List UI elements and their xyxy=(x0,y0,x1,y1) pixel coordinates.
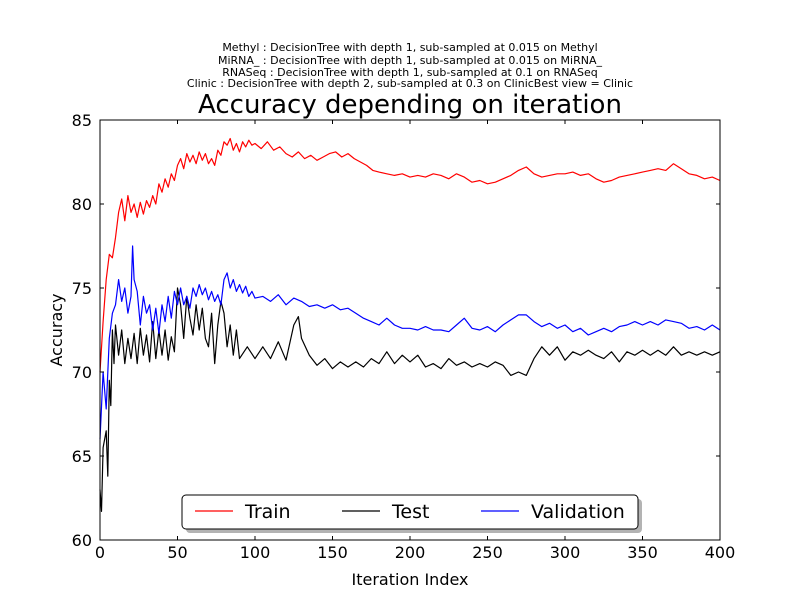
series-line-test xyxy=(99,287,721,512)
caption-block: Methyl : DecisionTree with depth 1, sub-… xyxy=(187,41,633,90)
x-tick-label: 400 xyxy=(705,543,736,562)
x-tick-label: 0 xyxy=(95,543,105,562)
y-tick-label: 80 xyxy=(72,195,92,214)
y-tick-label: 60 xyxy=(72,531,92,550)
x-tick-label: 150 xyxy=(317,543,348,562)
series-line-train xyxy=(99,137,721,373)
caption-mirna: MiRNA_ : DecisionTree with depth 1, sub-… xyxy=(218,54,603,67)
x-tick-label: 100 xyxy=(240,543,271,562)
y-tick-label: 85 xyxy=(72,111,92,130)
x-tick-label: 300 xyxy=(550,543,581,562)
legend-validation-label: Validation xyxy=(531,501,625,523)
x-tick-label: 50 xyxy=(167,543,187,562)
x-tick-label: 250 xyxy=(472,543,503,562)
axis-ticks: 0 50 100 150 200 250 300 350 400 60 65 70 75 80 85 xyxy=(72,111,736,562)
y-tick-label: 75 xyxy=(72,279,92,298)
x-tick-label: 350 xyxy=(627,543,658,562)
y-tick-label: 70 xyxy=(72,363,92,382)
series-line-validation xyxy=(99,245,721,440)
series-lines xyxy=(99,137,721,512)
x-tick-label: 200 xyxy=(395,543,426,562)
plot-frame xyxy=(99,119,721,541)
legend: Train Test Validation xyxy=(181,494,642,533)
chart-title: Accuracy depending on iteration xyxy=(198,90,622,120)
caption-methyl: Methyl : DecisionTree with depth 1, sub-… xyxy=(222,41,597,54)
caption-rnaseq: RNASeq : DecisionTree with depth 1, sub-… xyxy=(222,66,597,79)
legend-test-label: Test xyxy=(391,501,429,523)
caption-clinic: Clinic : DecisionTree with depth 2, sub-… xyxy=(187,77,633,90)
x-axis-label: Iteration Index xyxy=(352,570,469,589)
legend-box xyxy=(181,494,639,530)
y-tick-label: 65 xyxy=(72,447,92,466)
y-axis-label: Accuracy xyxy=(47,293,66,366)
legend-train-label: Train xyxy=(244,501,291,523)
